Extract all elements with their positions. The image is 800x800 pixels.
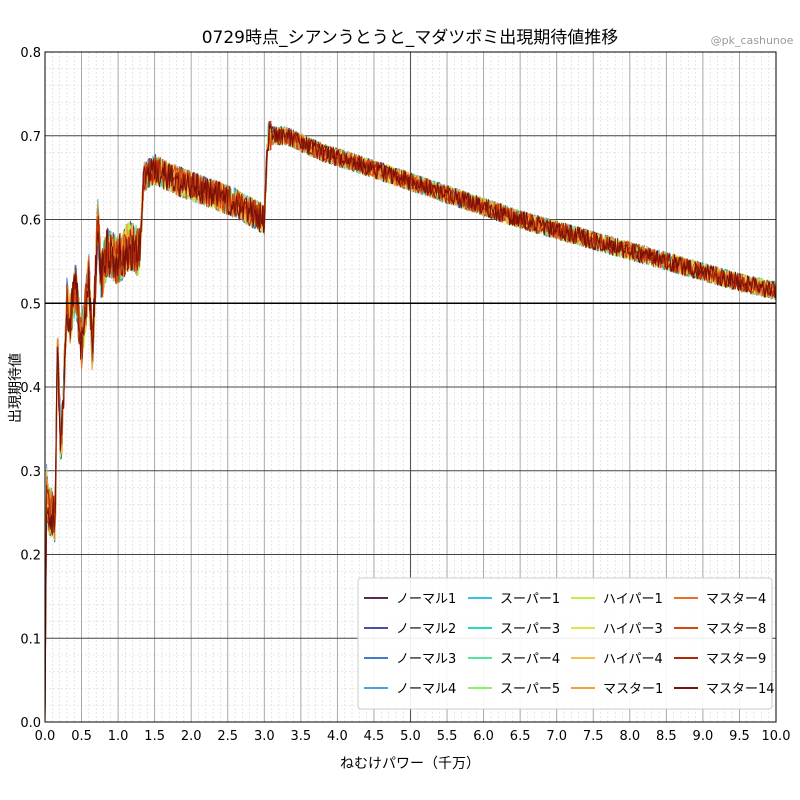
x-tick-label: 2.0: [181, 729, 202, 744]
y-tick-label: 0.8: [20, 46, 41, 61]
chart-title: 0729時点_シアンうとうと_マダツボミ出現期待値推移: [202, 28, 619, 48]
series-line-16: [44, 123, 777, 723]
y-tick-label: 0.7: [20, 130, 41, 145]
x-tick-label: 8.0: [619, 729, 640, 744]
legend-label: マスター8: [706, 622, 766, 637]
x-tick-label: 5.0: [400, 729, 421, 744]
legend: ノーマル1 ノーマル2 ノーマル3 ノーマル4 スーパー1 スーパー3 スーパー4 スーパー5…: [357, 577, 775, 710]
x-tick-label: 0.0: [35, 729, 56, 744]
x-axis-label: ねむけパワー（千万）: [340, 756, 480, 772]
y-tick-label: 0.6: [20, 214, 41, 229]
x-tick-label: 7.5: [583, 729, 604, 744]
y-tick-label: 0.4: [20, 381, 41, 396]
y-tick-label: 0.1: [20, 632, 41, 647]
x-tick-label: 0.5: [71, 729, 92, 744]
y-tick-label: 0.0: [20, 716, 41, 731]
y-tick-label: 0.3: [20, 465, 41, 480]
y-tick-label: 0.2: [20, 549, 41, 564]
legend-label: ハイパー4: [603, 652, 663, 667]
legend-label: マスター14: [706, 682, 775, 697]
y-axis-label: 出現期待値: [8, 353, 24, 423]
x-tick-label: 4.0: [327, 729, 348, 744]
y-tick-labels: 0.0 0.1 0.2 0.3 0.4 0.5 0.6 0.7 0.8: [20, 46, 41, 731]
x-tick-label: 5.5: [437, 729, 458, 744]
x-tick-label: 1.0: [108, 729, 129, 744]
x-tick-label: 6.5: [510, 729, 531, 744]
x-tick-label: 3.0: [254, 729, 275, 744]
x-tick-label: 7.0: [546, 729, 567, 744]
legend-box: [357, 577, 773, 710]
x-tick-label: 2.5: [217, 729, 238, 744]
x-tick-label: 3.5: [291, 729, 312, 744]
credit-label: @pk_cashunoe: [711, 34, 794, 47]
legend-label: マスター1: [603, 682, 663, 697]
x-tick-label: 6.0: [473, 729, 494, 744]
y-tick-label: 0.5: [20, 297, 41, 312]
plot-frame: [44, 51, 777, 723]
x-tick-label: 1.5: [144, 729, 165, 744]
x-tick-label: 10.0: [762, 729, 791, 744]
series-lines: [44, 120, 777, 723]
x-tick-label: 8.5: [656, 729, 677, 744]
legend-label: ノーマル2: [396, 622, 456, 637]
legend-label: ノーマル4: [396, 682, 456, 697]
legend-label: スーパー3: [500, 622, 560, 637]
legend-label: スーパー1: [500, 592, 560, 607]
legend-label: マスター4: [706, 592, 766, 607]
x-tick-label: 4.5: [364, 729, 385, 744]
legend-label: マスター9: [706, 652, 766, 667]
legend-label: スーパー5: [500, 682, 560, 697]
x-tick-label: 9.5: [729, 729, 750, 744]
legend-label: ノーマル1: [396, 592, 456, 607]
x-tick-labels: 0.0 0.5 1.0 1.5 2.0 2.5 3.0 3.5 4.0 4.5 5.0 5.5 6.0 6…: [35, 729, 791, 744]
legend-label: ハイパー3: [603, 622, 663, 637]
x-tick-label: 9.0: [693, 729, 714, 744]
legend-label: ノーマル3: [396, 652, 456, 667]
legend-label: ハイパー1: [603, 592, 663, 607]
legend-label: スーパー4: [500, 652, 560, 667]
